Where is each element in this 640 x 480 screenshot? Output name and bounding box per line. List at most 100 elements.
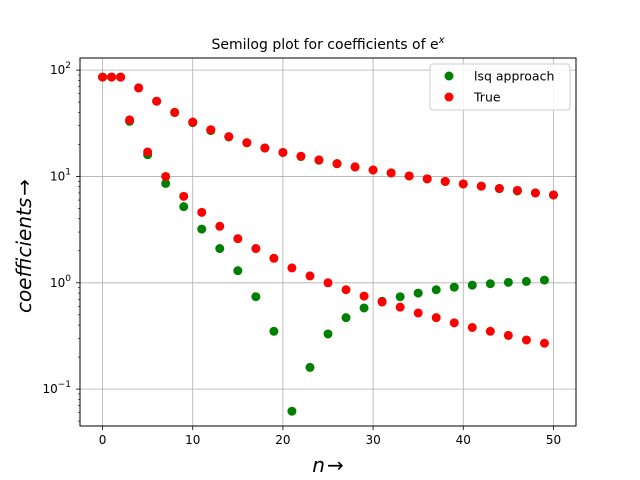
data-point <box>233 234 243 244</box>
data-point <box>512 185 522 195</box>
data-point <box>233 266 243 276</box>
data-point <box>431 285 441 295</box>
y-tick-exponent: 0 <box>65 274 71 284</box>
data-point <box>485 326 495 336</box>
data-point <box>296 151 306 161</box>
data-point <box>305 271 315 281</box>
data-point <box>413 288 423 298</box>
x-axis-label-arrow: → <box>327 453 344 477</box>
data-point <box>269 253 279 263</box>
data-point <box>332 159 342 169</box>
data-point <box>260 143 270 153</box>
y-axis-label-text: coefficients <box>12 198 36 313</box>
data-point <box>116 72 126 82</box>
chart-title: Semilog plot for coefficients of ex <box>212 35 445 53</box>
data-point <box>431 313 441 323</box>
data-point <box>197 207 207 217</box>
y-tick-mantissa: 10 <box>50 276 65 290</box>
data-point <box>125 115 135 125</box>
chart-title-main: Semilog plot for coefficients of e <box>212 37 439 53</box>
data-point <box>197 224 207 234</box>
grid <box>80 58 576 426</box>
data-point <box>413 308 423 318</box>
data-point <box>494 184 504 194</box>
data-point <box>224 132 234 142</box>
data-point <box>467 322 477 332</box>
y-tick-mantissa: 10 <box>50 169 65 183</box>
data-point <box>422 174 432 184</box>
data-point <box>323 329 333 339</box>
y-tick-label: 100 <box>50 274 71 290</box>
data-point <box>359 291 369 301</box>
legend-label: True <box>473 90 501 105</box>
y-tick-label: 101 <box>50 167 71 183</box>
y-tick-label: 102 <box>50 61 71 77</box>
data-point <box>170 107 180 117</box>
data-point <box>404 171 414 181</box>
data-point <box>161 178 171 188</box>
y-tick-exponent: 2 <box>65 61 71 71</box>
data-point <box>188 117 198 127</box>
data-point <box>503 330 513 340</box>
data-point <box>278 147 288 157</box>
data-point <box>242 138 252 148</box>
data-point <box>368 165 378 175</box>
data-point <box>377 297 387 307</box>
data-point <box>395 302 405 312</box>
data-point <box>314 155 324 165</box>
data-point <box>539 275 549 285</box>
data-point <box>548 190 558 200</box>
data-point <box>179 191 189 201</box>
legend-marker <box>444 92 454 102</box>
data-point <box>107 72 117 82</box>
data-point <box>449 282 459 292</box>
data-point <box>206 125 216 135</box>
data-point <box>476 181 486 191</box>
legend: lsq approach True <box>429 63 571 111</box>
y-tick-mantissa: 10 <box>42 382 57 396</box>
data-point <box>341 285 351 295</box>
data-point <box>449 318 459 328</box>
data-point <box>521 276 531 286</box>
x-tick-label: 50 <box>546 433 561 447</box>
data-point <box>152 96 162 106</box>
x-axis-label: n → <box>312 453 343 477</box>
data-point <box>143 147 153 157</box>
y-axis-label-arrow: → <box>12 179 36 196</box>
data-point <box>503 277 513 287</box>
x-tick-label: 10 <box>185 433 200 447</box>
series-1 <box>98 72 558 348</box>
data-point <box>179 202 189 212</box>
data-point <box>215 221 225 231</box>
data-point <box>539 338 549 348</box>
data-point <box>323 278 333 288</box>
y-tick-exponent: 1 <box>65 167 71 177</box>
data-point <box>530 188 540 198</box>
data-point <box>521 335 531 345</box>
chart-title-superscript: x <box>438 35 445 46</box>
data-point <box>440 176 450 186</box>
y-axis-label: coefficients → <box>12 179 36 313</box>
data-point <box>251 244 261 254</box>
data-points <box>98 72 558 416</box>
data-point <box>485 279 495 289</box>
legend-box <box>429 63 571 111</box>
x-axis-label-text: n <box>312 453 325 477</box>
legend-marker <box>444 71 454 81</box>
x-tick-label: 0 <box>99 433 107 447</box>
data-point <box>467 280 477 290</box>
data-point <box>350 162 360 172</box>
data-point <box>395 292 405 302</box>
data-point <box>161 171 171 181</box>
data-point <box>98 72 108 82</box>
legend-label: lsq approach <box>474 69 554 84</box>
y-tick-mantissa: 10 <box>50 63 65 77</box>
series-0 <box>98 72 558 416</box>
data-point <box>458 179 468 189</box>
data-point <box>341 313 351 323</box>
y-tick-label: 10−1 <box>42 380 71 396</box>
x-tick-label: 40 <box>456 433 471 447</box>
data-point <box>215 244 225 254</box>
